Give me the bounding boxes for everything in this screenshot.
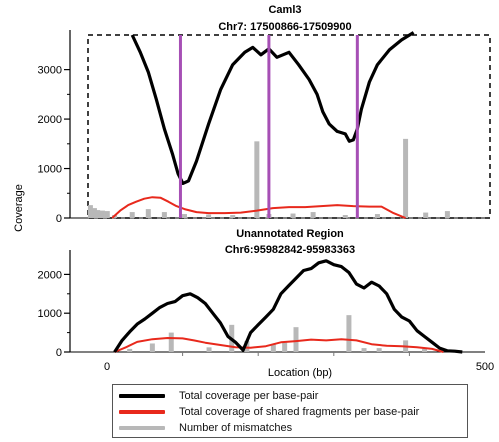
mismatch-bar <box>423 212 429 218</box>
mismatch-bar <box>376 348 382 352</box>
total-coverage-line <box>113 259 463 354</box>
y-tick-label: 0 <box>56 347 62 359</box>
legend-item: Total coverage per base-pair <box>119 388 461 404</box>
mismatch-bar <box>206 214 212 218</box>
mismatch-bar <box>104 211 110 218</box>
mismatch-bar <box>149 343 155 352</box>
mismatch-bar <box>270 344 276 352</box>
y-tick-label: 2000 <box>38 269 62 281</box>
mismatch-bar <box>290 213 296 218</box>
mismatch-bar <box>293 327 299 352</box>
chart-title: Caml3 <box>268 4 301 16</box>
chart-subtitle: Chr7: 17500866-17509900 <box>218 21 351 33</box>
y-tick-label: 1000 <box>38 308 62 320</box>
mismatch-bar <box>230 215 236 218</box>
shared-fragments-line <box>111 196 406 219</box>
mismatch-bar <box>361 348 367 352</box>
y-tick-label: 3000 <box>38 65 62 77</box>
y-axis-label: Coverage <box>13 184 25 232</box>
y-tick-label: 1000 <box>38 164 62 176</box>
legend-label: Total coverage of shared fragments per b… <box>179 406 420 418</box>
legend-label: Total coverage per base-pair <box>179 390 319 402</box>
mismatch-bar <box>346 315 352 352</box>
mismatch-bar <box>254 141 260 218</box>
chart-panel-unannotated: Unannotated Region Chr6:95982842-9598336… <box>38 228 495 379</box>
chart-subtitle: Chr6:95982842-95983363 <box>225 244 355 256</box>
mismatch-bar <box>342 215 348 218</box>
y-tick-label: 0 <box>56 213 62 225</box>
chart-panel-caml3: Caml3 Chr7: 17500866-17509900 0 1000 2000 3… <box>38 4 491 225</box>
legend-label: Number of mismatches <box>179 422 293 434</box>
legend-item: Number of mismatches <box>119 420 461 436</box>
mismatch-bar <box>310 212 316 218</box>
mismatch-bar <box>181 214 187 218</box>
mismatch-bar <box>129 212 135 218</box>
x-tick-label: 500 <box>476 361 494 373</box>
mismatch-bar <box>206 347 212 352</box>
mismatch-bar <box>99 210 105 218</box>
mismatch-bar <box>87 205 93 218</box>
x-tick-label: 0 <box>104 361 110 373</box>
mismatch-bar <box>168 332 174 352</box>
region-dashed-box <box>87 34 491 219</box>
legend-item: Total coverage of shared fragments per b… <box>119 404 461 420</box>
y-tick-label: 2000 <box>38 114 62 126</box>
mismatch-bar <box>444 211 450 218</box>
mismatch-bar <box>161 212 167 218</box>
x-axis-label: Location (bp) <box>268 367 332 379</box>
chart-title: Unannotated Region <box>236 228 344 240</box>
mismatch-bar <box>95 210 101 218</box>
mismatch-bar <box>91 208 97 218</box>
mismatch-bar <box>374 214 380 218</box>
mismatch-bar <box>422 348 428 352</box>
legend: Total coverage per base-pair Total cover… <box>112 384 468 438</box>
legend-swatch <box>119 426 165 430</box>
mismatch-bar <box>244 341 250 352</box>
mismatch-bar <box>403 138 409 218</box>
mismatch-bar <box>127 348 133 352</box>
total-coverage-line <box>130 31 415 185</box>
mismatch-bar <box>145 209 151 218</box>
shared-fragments-line <box>114 337 444 353</box>
legend-swatch <box>119 410 165 414</box>
mismatch-bar <box>282 342 288 352</box>
legend-swatch <box>119 394 165 398</box>
